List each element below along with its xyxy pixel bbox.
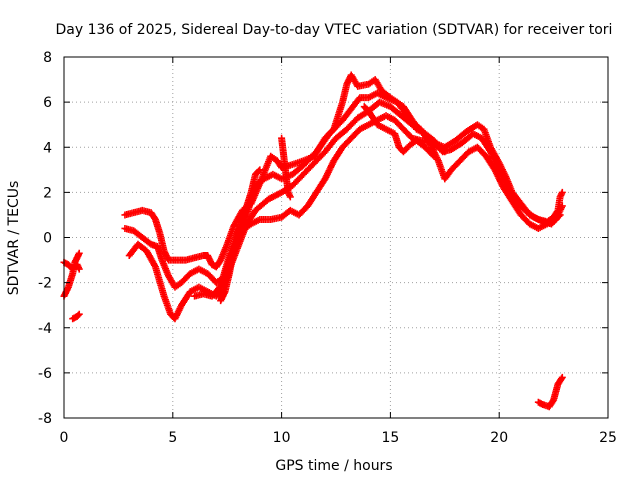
x-tick-label: 10 xyxy=(273,430,291,446)
x-tick-label: 0 xyxy=(60,430,69,446)
y-tick-label: 0 xyxy=(43,231,52,247)
axis-ticks: 0 5 10 15 20 25 -8 -6 -4 -2 0 2 4 6 8 xyxy=(38,50,617,446)
y-tick-label: 2 xyxy=(43,185,52,201)
x-tick-label: 25 xyxy=(599,430,617,446)
y-tick-label: -6 xyxy=(38,366,52,382)
data-point xyxy=(75,310,83,318)
data-point xyxy=(255,167,263,175)
y-tick-label: 6 xyxy=(43,95,52,111)
data-point xyxy=(74,311,82,319)
y-tick-label: -2 xyxy=(38,276,52,292)
data-point xyxy=(557,375,565,383)
x-tick-label: 20 xyxy=(490,430,508,446)
y-axis-label: SDTVAR / TECUs xyxy=(6,181,22,296)
data-points xyxy=(60,71,566,411)
data-point xyxy=(558,188,566,196)
data-point xyxy=(429,151,437,159)
y-tick-label: 4 xyxy=(43,140,52,156)
chart-title: Day 136 of 2025, Sidereal Day-to-day VTE… xyxy=(56,22,613,38)
y-tick-label: 8 xyxy=(43,50,52,66)
data-point xyxy=(256,166,264,174)
x-axis-label: GPS time / hours xyxy=(275,458,392,474)
data-point xyxy=(286,193,294,201)
x-tick-label: 5 xyxy=(168,430,177,446)
data-point xyxy=(441,148,449,156)
data-point xyxy=(75,249,83,257)
data-point xyxy=(75,265,83,273)
data-point xyxy=(558,373,566,381)
y-tick-label: -4 xyxy=(38,321,52,337)
data-point xyxy=(558,202,566,210)
data-point xyxy=(430,152,438,160)
x-tick-label: 15 xyxy=(381,430,399,446)
y-tick-label: -8 xyxy=(38,411,52,427)
